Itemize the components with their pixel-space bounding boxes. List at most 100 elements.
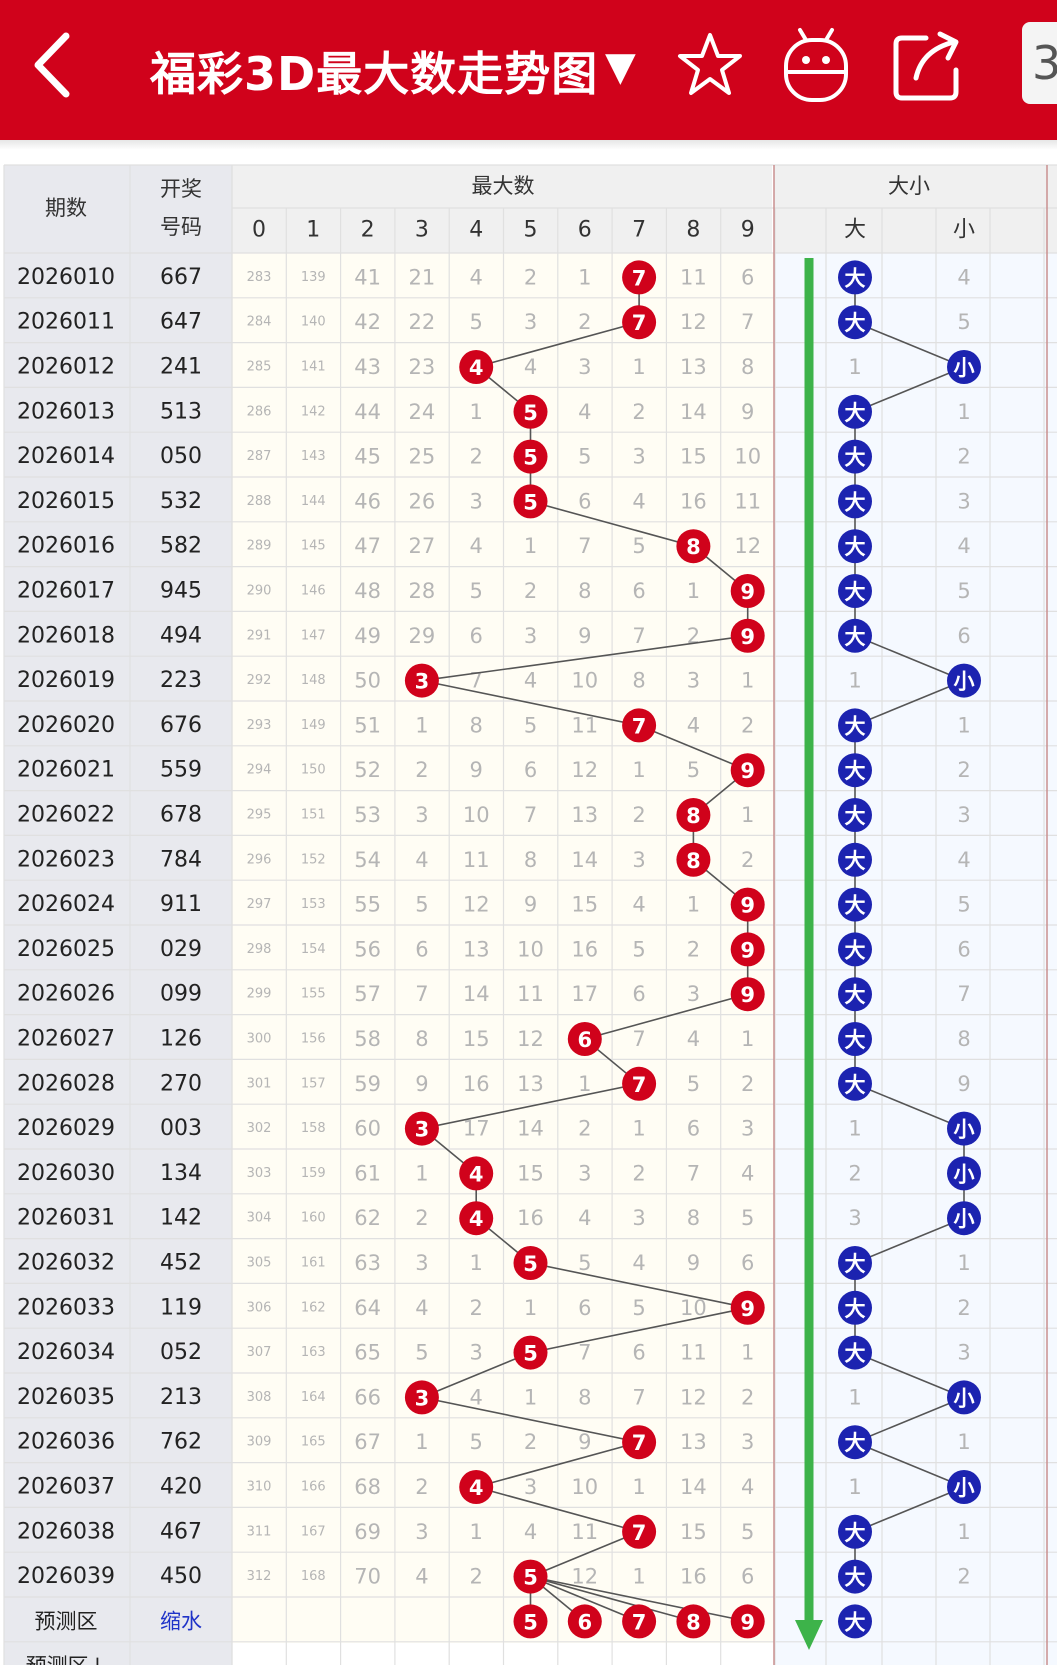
size-ball: 大	[838, 1246, 872, 1280]
miss-cell: 308	[247, 1390, 272, 1405]
miss-cell: 28	[409, 579, 436, 603]
max-digit-ball: 9	[730, 574, 765, 608]
number-cell: 452	[160, 1251, 202, 1276]
miss-cell: 311	[247, 1524, 272, 1539]
miss-cell: 11	[463, 848, 490, 872]
period-cell: 2026022	[17, 803, 115, 828]
miss-cell: 11	[734, 489, 761, 513]
miss-cell: 57	[354, 982, 381, 1006]
size-miss-cell: 1	[957, 1430, 970, 1454]
miss-cell: 289	[247, 539, 272, 554]
miss-cell: 3	[687, 669, 700, 693]
max-digit-ball-label: 6	[577, 1028, 592, 1052]
period-cell: 2026033	[17, 1295, 115, 1320]
miss-cell: 2	[524, 579, 537, 603]
number-cell: 099	[160, 982, 202, 1007]
back-button[interactable]	[30, 30, 80, 100]
predict-ball-label: 9	[740, 1610, 755, 1634]
size-ball-label: 大	[845, 759, 866, 783]
miss-cell: 5	[578, 1251, 591, 1275]
size-ball-label: 大	[845, 1073, 866, 1097]
miss-cell: 46	[354, 489, 381, 513]
miss-cell: 148	[301, 673, 326, 688]
max-digit-ball: 7	[622, 260, 657, 295]
miss-cell: 7	[741, 310, 754, 334]
miss-cell: 6	[524, 758, 537, 782]
size-ball: 大	[838, 753, 872, 788]
tab-3[interactable]: 3	[1022, 22, 1057, 104]
favorite-button[interactable]	[676, 30, 744, 100]
miss-cell: 4	[632, 893, 645, 917]
number-cell: 494	[160, 623, 202, 648]
miss-cell: 15	[463, 1027, 490, 1051]
max-digit-ball: 8	[676, 529, 711, 564]
period-cell: 2026012	[17, 355, 115, 380]
period-cell: 2026017	[17, 579, 115, 604]
size-miss-cell: 4	[957, 534, 970, 558]
miss-cell: 15	[680, 445, 707, 469]
shrink-link[interactable]: 缩水	[160, 1609, 202, 1633]
max-digit-ball: 9	[730, 887, 765, 922]
miss-cell: 141	[301, 360, 326, 375]
miss-cell: 6	[687, 1117, 700, 1141]
max-digit-ball: 4	[459, 1470, 494, 1504]
page-title[interactable]: 福彩3D最大数走势图	[150, 47, 599, 101]
miss-cell: 15	[517, 1161, 544, 1185]
miss-cell: 6	[741, 265, 754, 289]
share-button[interactable]	[892, 28, 964, 102]
miss-cell: 15	[571, 893, 598, 917]
size-miss-cell: 1	[848, 1475, 861, 1499]
miss-cell: 3	[524, 624, 537, 648]
miss-cell: 4	[687, 1027, 700, 1051]
robot-button[interactable]	[782, 26, 850, 104]
miss-cell: 3	[524, 310, 537, 334]
number-cell: 762	[160, 1430, 202, 1455]
title-dropdown-arrow[interactable]: ▼	[605, 44, 636, 90]
size-ball: 大	[838, 932, 872, 967]
size-ball: 小	[947, 350, 981, 384]
max-digit-ball-label: 5	[523, 1252, 538, 1276]
predict-link-line	[530, 1575, 694, 1623]
max-digit-ball: 9	[730, 932, 765, 967]
miss-cell: 14	[680, 1475, 707, 1499]
number-cell: 532	[160, 489, 202, 514]
miss-cell: 1	[687, 579, 700, 603]
size-ball-label: 小	[954, 670, 975, 694]
max-digit-ball: 7	[622, 305, 657, 340]
size-ball-label: 大	[845, 266, 866, 290]
miss-cell: 6	[741, 1565, 754, 1589]
miss-cell: 284	[247, 315, 272, 330]
miss-cell: 52	[354, 758, 381, 782]
miss-cell: 41	[354, 265, 381, 289]
miss-cell: 1	[578, 1072, 591, 1096]
size-ball: 小	[947, 1201, 981, 1236]
size-ball: 大	[838, 1425, 872, 1460]
miss-cell: 25	[409, 445, 436, 469]
miss-cell: 6	[632, 579, 645, 603]
period-cell: 2026026	[17, 982, 115, 1007]
miss-cell: 4	[524, 1520, 537, 1544]
size-miss-cell: 3	[957, 803, 970, 827]
max-digit-ball-label: 9	[740, 625, 755, 649]
max-digit-ball-label: 5	[523, 401, 538, 425]
size-miss-cell: 6	[957, 937, 970, 961]
miss-cell: 42	[354, 310, 381, 334]
size-ball: 大	[838, 529, 872, 564]
miss-cell: 298	[247, 942, 272, 957]
period-cell: 2026021	[17, 758, 115, 783]
number-cell: 582	[160, 534, 202, 559]
miss-cell: 5	[632, 1296, 645, 1320]
miss-cell: 9	[470, 758, 483, 782]
miss-cell: 2	[415, 758, 428, 782]
size-ball: 大	[838, 842, 872, 877]
size-miss-cell: 4	[957, 265, 970, 289]
miss-cell: 147	[301, 628, 326, 643]
miss-cell: 167	[301, 1524, 326, 1539]
miss-cell: 6	[632, 1341, 645, 1365]
period-cell: 2026015	[17, 489, 115, 514]
predict-link-line	[530, 1575, 748, 1623]
miss-cell: 299	[247, 987, 272, 1002]
max-digit-ball-label: 5	[523, 1566, 538, 1590]
miss-cell: 12	[463, 893, 490, 917]
miss-cell: 292	[247, 673, 272, 688]
